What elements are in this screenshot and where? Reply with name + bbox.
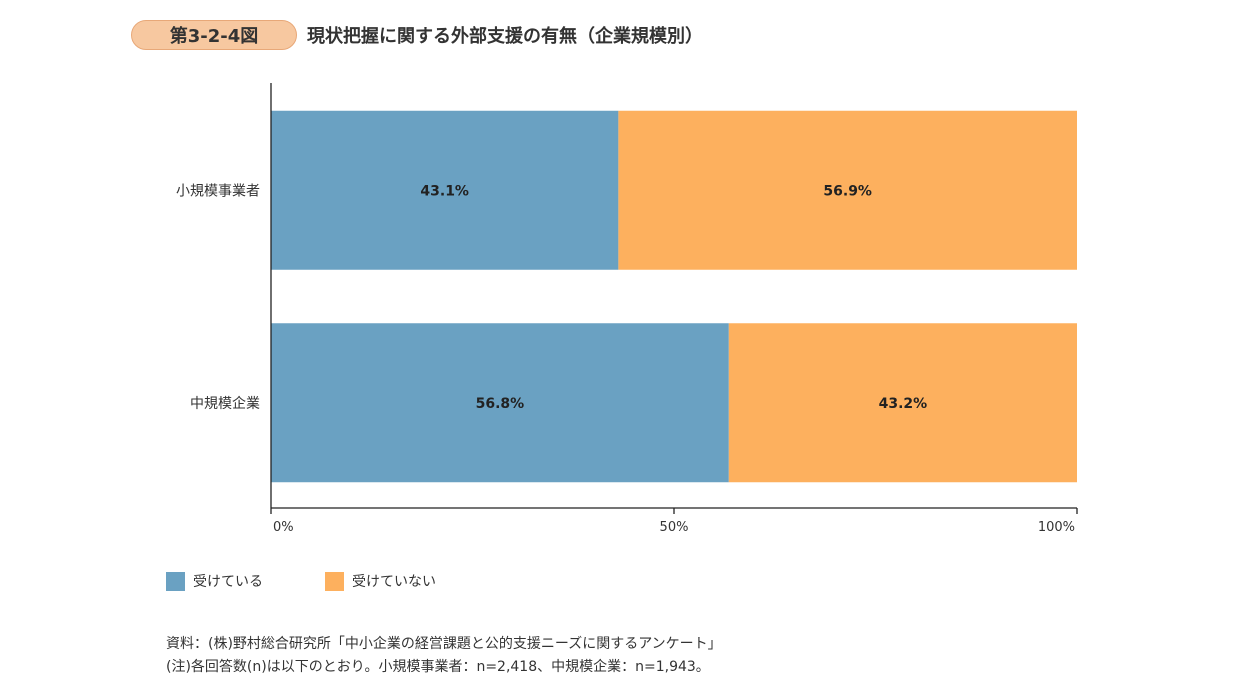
bar-received-1 <box>271 323 729 483</box>
data-label-received-0: 43.1% <box>420 183 469 199</box>
legend-swatch-not-received <box>325 571 344 591</box>
legend-label-not-received: 受けていない <box>352 574 436 590</box>
category-label-0: 小規模事業者 <box>176 183 260 199</box>
bar-not-received-1 <box>728 323 1077 483</box>
chart-notes: 資料：(株)野村総合研究所「中小企業の経営課題と公的支援ニーズに関するアンケート… <box>166 633 722 679</box>
chart-legend: 受けている 受けていない <box>166 571 498 591</box>
legend-swatch-received <box>166 571 185 591</box>
bar-not-received-0 <box>618 110 1077 270</box>
x-tick-label-0: 0% <box>273 520 294 535</box>
figure-title: 現状把握に関する外部支援の有無（企業規模別） <box>307 26 703 47</box>
data-label-not-received-0: 56.9% <box>823 183 872 199</box>
legend-item-received: 受けている <box>166 571 263 591</box>
data-label-not-received-1: 43.2% <box>879 396 928 412</box>
bar-received-0 <box>271 110 619 270</box>
source-note: 資料：(株)野村総合研究所「中小企業の経営課題と公的支援ニーズに関するアンケート… <box>166 636 722 652</box>
x-tick-label-2: 100% <box>1038 520 1075 535</box>
figure-header: 第3-2-4図 現状把握に関する外部支援の有無（企業規模別） <box>131 19 703 51</box>
sample-size-note: (注)各回答数(n)は以下のとおり。小規模事業者：n=2,418、中規模企業：n… <box>166 659 710 675</box>
data-label-received-1: 56.8% <box>476 396 525 412</box>
category-label-1: 中規模企業 <box>190 395 260 412</box>
legend-label-received: 受けている <box>193 574 263 590</box>
legend-item-not-received: 受けていない <box>325 571 436 591</box>
x-tick-label-1: 50% <box>660 520 689 535</box>
figure-number-badge: 第3-2-4図 <box>131 20 297 50</box>
